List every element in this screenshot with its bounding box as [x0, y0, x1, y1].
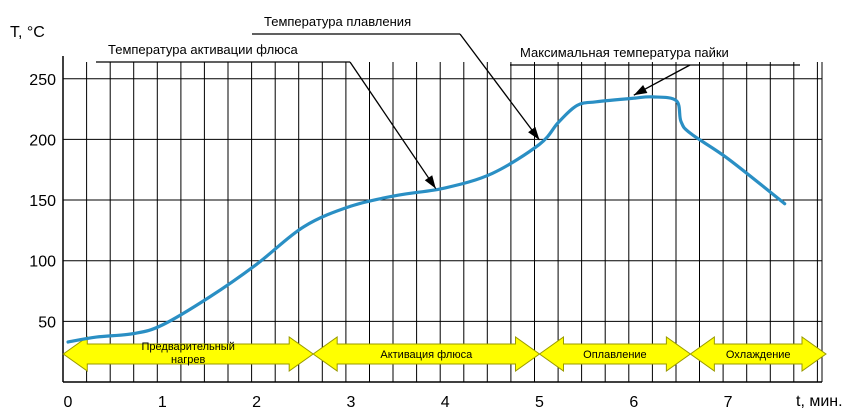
phase-arrow-3 [689, 336, 827, 372]
annotation-leader-1 [459, 33, 541, 141]
x-tick-label-7: 7 [724, 394, 733, 411]
y-tick-label-3: 200 [29, 132, 56, 149]
y-tick-label-2: 150 [29, 193, 56, 210]
phase-label-0-1: нагрев [171, 354, 205, 366]
x-tick-label-2: 2 [252, 394, 261, 411]
x-tick-label-1: 1 [158, 394, 167, 411]
y-axis-label: T, °C [10, 24, 45, 41]
y-tick-label-4: 250 [29, 72, 56, 89]
phase-label-3-0: Охлаждение [726, 349, 791, 361]
x-tick-label-6: 6 [629, 394, 638, 411]
y-tick-label-1: 100 [29, 254, 56, 271]
phase-label-0-0: Предварительный [142, 341, 235, 353]
y-tick-label-0: 50 [38, 314, 56, 331]
annotation-arrowhead-2 [633, 85, 648, 96]
x-tick-label-4: 4 [441, 394, 450, 411]
phase-label-1-0: Активация флюса [380, 349, 473, 361]
annotation-label-1: Температура плавления [264, 14, 411, 29]
annotation-arrowhead-0 [424, 175, 436, 189]
x-tick-label-0: 0 [64, 394, 73, 411]
annotation-label-0: Температура активации флюса [108, 42, 298, 57]
x-axis-label: t, мин. [796, 393, 843, 410]
annotation-arrowhead-1 [528, 126, 540, 140]
curve-layer [66, 95, 787, 344]
annotation-leader-0 [349, 61, 437, 189]
axes: 50 100 150 200 250 0 1 2 3 4 5 6 7 [29, 56, 822, 411]
temperature-curve [66, 95, 787, 344]
grid [63, 62, 823, 382]
annotations: Температура активации флюса Температура п… [96, 14, 800, 189]
x-tick-label-5: 5 [535, 394, 544, 411]
annotation-label-2: Максимальная температура пайки [520, 45, 729, 60]
phase-label-2-0: Оплавление [583, 349, 647, 361]
x-tick-label-3: 3 [346, 394, 355, 411]
